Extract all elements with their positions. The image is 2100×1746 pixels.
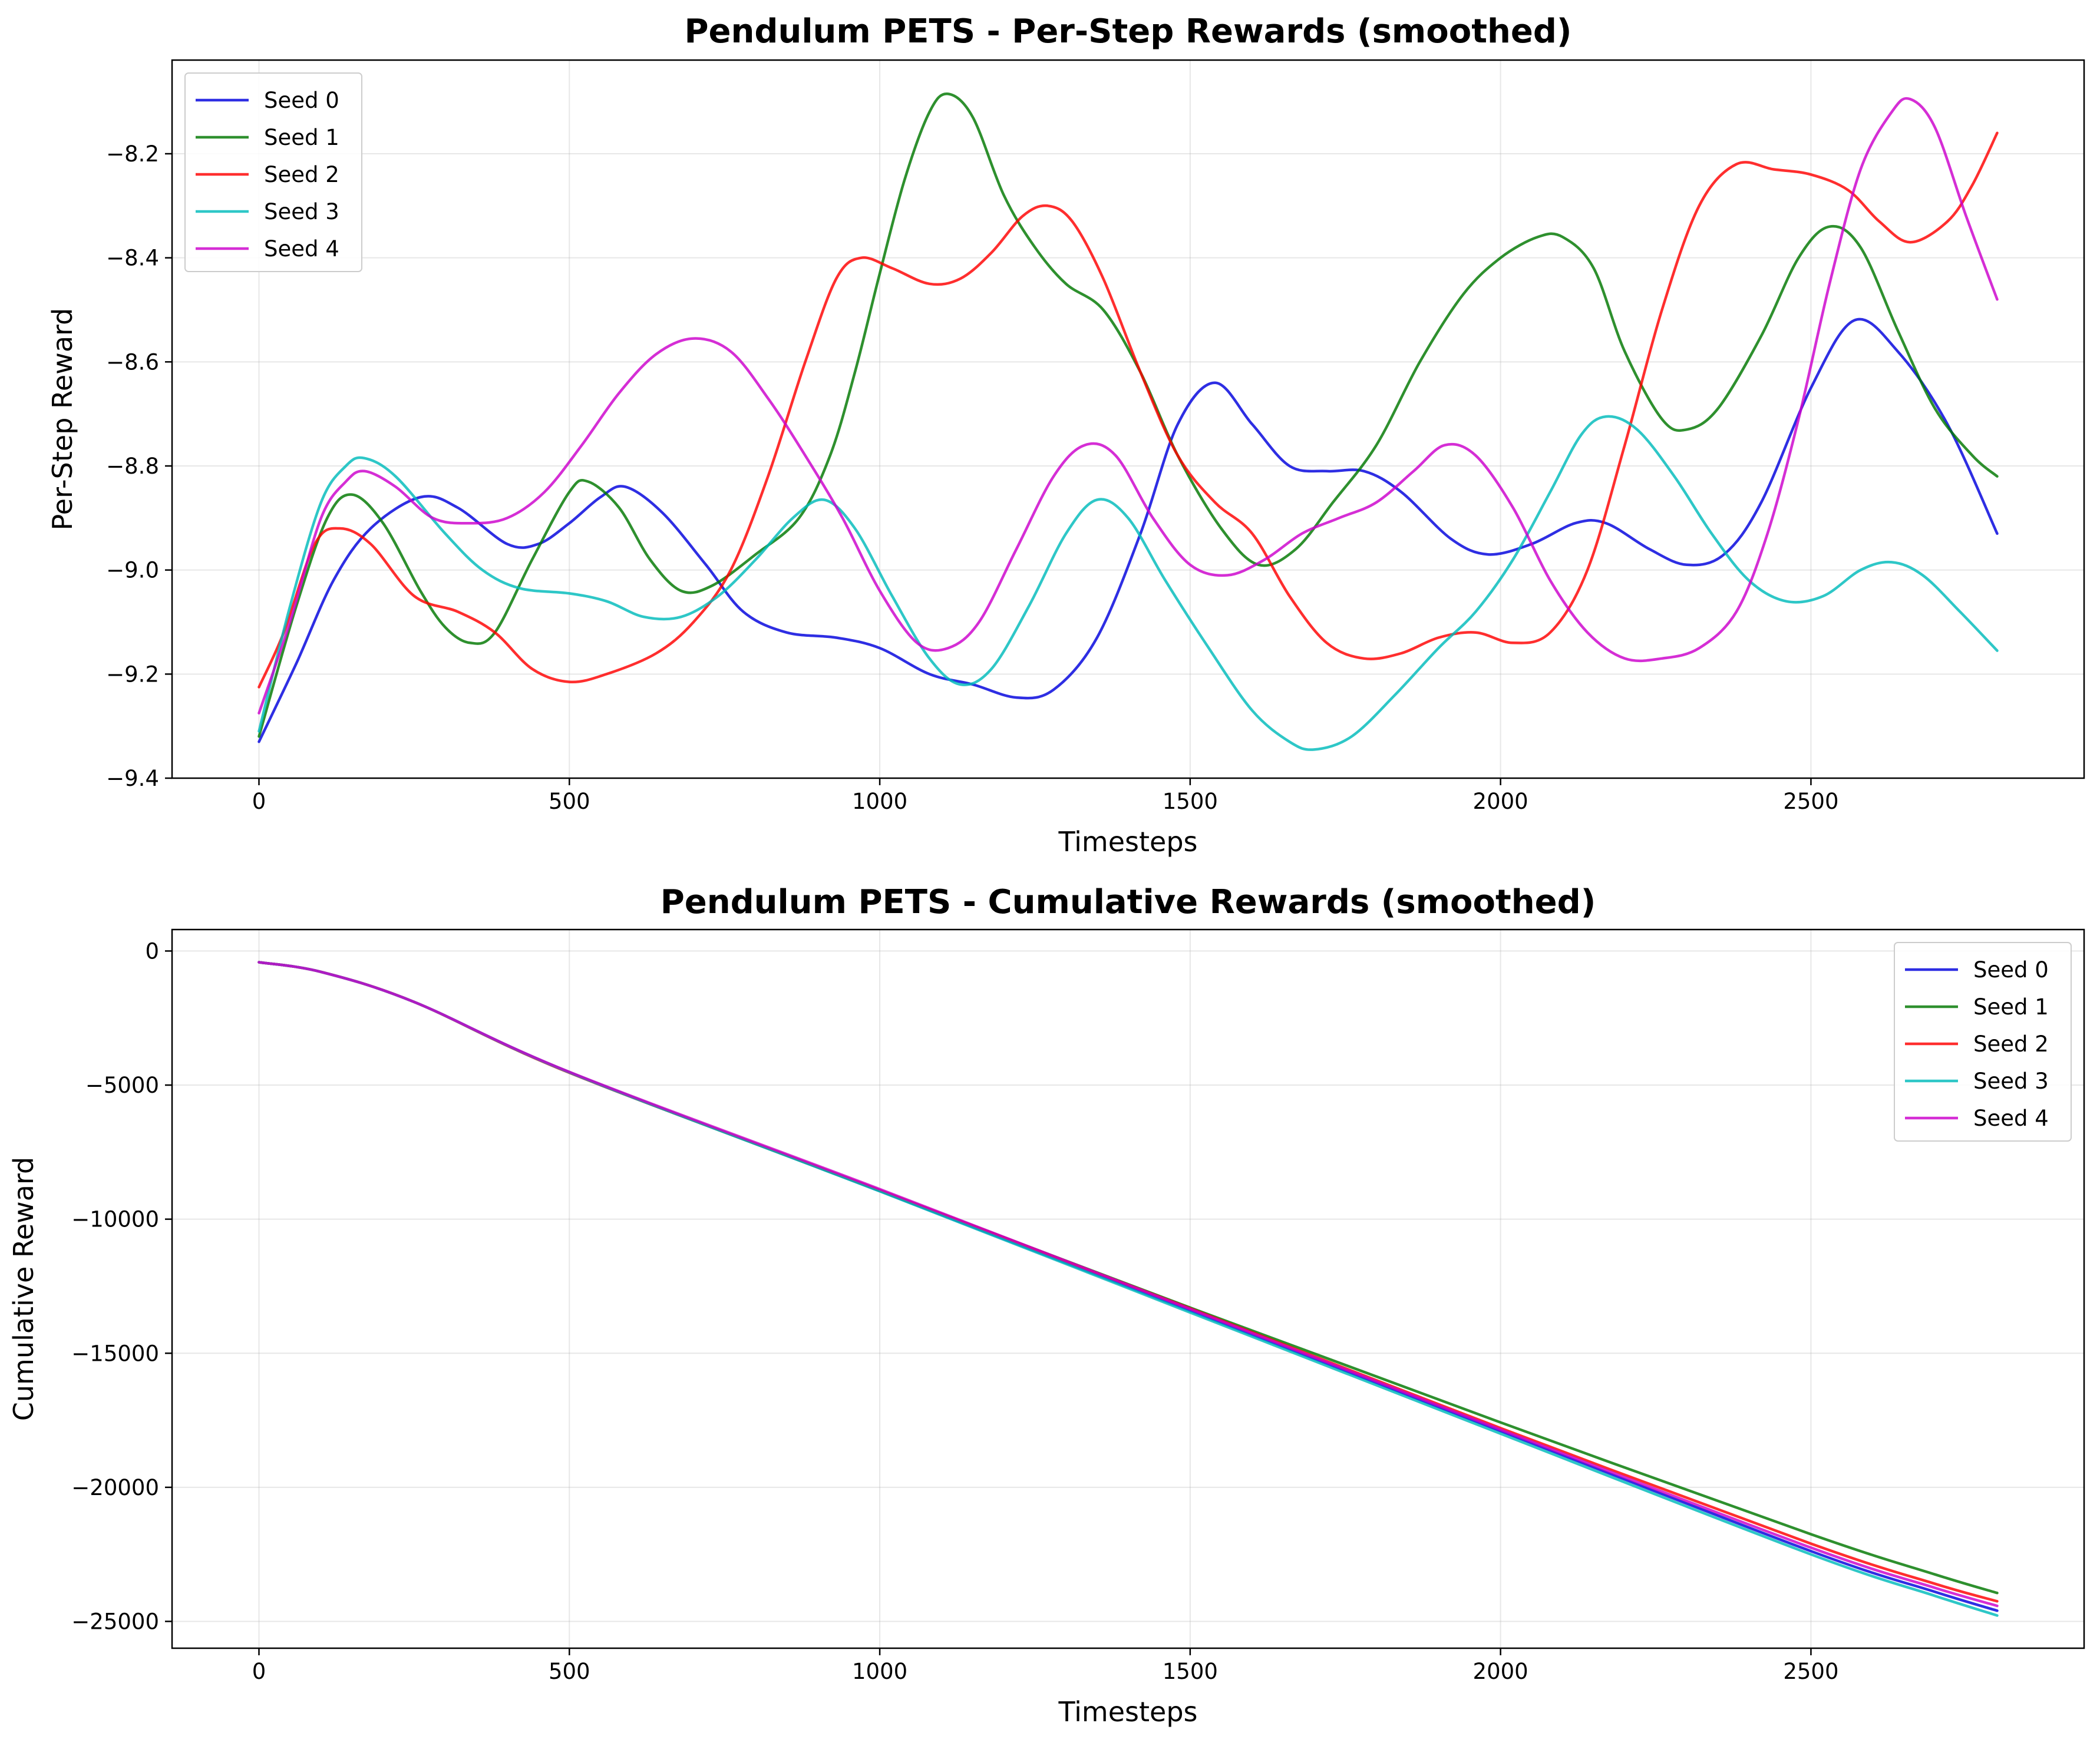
cumulative-legend: Seed 0 Seed 1 Seed 2 Seed 3 Seed 4 — [1894, 942, 2072, 1142]
per-step-y-tick-label: −9.4 — [106, 766, 159, 791]
cumulative-series — [257, 961, 1999, 1617]
per-step-legend-label: Seed 2 — [264, 162, 339, 187]
cumulative-legend-label: Seed 4 — [1973, 1106, 2049, 1131]
cumulative-series-line-seed-2 — [257, 961, 1999, 1603]
cumulative-y-tick-label: −5000 — [85, 1073, 159, 1098]
per-step-x-tick-label: 1000 — [852, 789, 907, 814]
cumulative-y-tick-label: −20000 — [71, 1475, 159, 1500]
per-step-x-tick-label: 2000 — [1473, 789, 1528, 814]
cumulative-plot-frame — [171, 928, 2085, 1649]
cumulative-y-tick-label: −10000 — [71, 1207, 159, 1232]
cumulative-x-tick-label: 2500 — [1783, 1659, 1838, 1684]
per-step-legend-label: Seed 0 — [264, 88, 339, 113]
per-step-series — [257, 92, 1999, 751]
per-step-y-tick-label: −9.2 — [106, 662, 159, 687]
per-step-x-tick-label: 500 — [549, 789, 590, 814]
cumulative-ticks: 0 500 1000 1500 2000 2500 0 −5000 −10000 −15000 −2… — [71, 938, 1838, 1684]
per-step-y-tick-label: −9.0 — [106, 558, 159, 583]
cumulative-chart-title: Pendulum PETS - Cumulative Rewards (smoo… — [661, 883, 1596, 921]
per-step-series-line-seed-3 — [257, 415, 1999, 751]
per-step-y-axis-label: Per-Step Reward — [47, 308, 78, 531]
per-step-legend-label: Seed 4 — [264, 236, 339, 262]
cumulative-y-tick-label: −15000 — [71, 1341, 159, 1366]
per-step-series-line-seed-2 — [257, 131, 1999, 689]
per-step-y-tick-label: −8.2 — [106, 141, 159, 167]
per-step-legend-label: Seed 1 — [264, 125, 339, 150]
cumulative-x-tick-label: 0 — [252, 1659, 266, 1684]
cumulative-x-tick-label: 2000 — [1473, 1659, 1528, 1684]
cumulative-y-tick-label: 0 — [145, 938, 159, 964]
cumulative-y-tick-label: −25000 — [71, 1609, 159, 1634]
cumulative-x-tick-label: 1000 — [852, 1659, 907, 1684]
cumulative-rewards-chart: Pendulum PETS - Cumulative Rewards (smoo… — [8, 883, 2085, 1728]
per-step-x-tick-label: 0 — [252, 789, 266, 814]
cumulative-legend-label: Seed 2 — [1973, 1031, 2049, 1057]
per-step-legend-label: Seed 3 — [264, 199, 339, 224]
cumulative-x-axis-label: Timesteps — [1058, 1696, 1197, 1728]
per-step-plot-frame — [171, 59, 2085, 779]
per-step-series-line-seed-1 — [257, 92, 1999, 738]
per-step-x-tick-label: 1500 — [1163, 789, 1218, 814]
cumulative-y-axis-label: Cumulative Reward — [8, 1157, 39, 1421]
per-step-legend: Seed 0 Seed 1 Seed 2 Seed 3 Seed 4 — [184, 72, 362, 272]
per-step-rewards-chart: Pendulum PETS - Per-Step Rewards (smooth… — [47, 12, 2085, 858]
per-step-chart-title: Pendulum PETS - Per-Step Rewards (smooth… — [684, 12, 1571, 51]
per-step-y-tick-label: −8.6 — [106, 349, 159, 375]
per-step-y-tick-label: −8.4 — [106, 246, 159, 271]
cumulative-series-line-seed-3 — [257, 961, 1999, 1617]
cumulative-series-line-seed-4 — [257, 961, 1999, 1608]
cumulative-x-tick-label: 1500 — [1163, 1659, 1218, 1684]
per-step-x-tick-label: 2500 — [1783, 789, 1838, 814]
cumulative-series-line-seed-0 — [257, 961, 1999, 1612]
cumulative-series-line-seed-1 — [257, 961, 1999, 1595]
cumulative-legend-label: Seed 0 — [1973, 957, 2049, 983]
cumulative-x-tick-label: 500 — [549, 1659, 590, 1684]
per-step-x-axis-label: Timesteps — [1058, 826, 1197, 858]
cumulative-grid — [172, 930, 2084, 1648]
per-step-ticks: 0 500 1000 1500 2000 2500 −9.4 −9.2 −9.0 −8.8 −8.6… — [106, 141, 1838, 814]
per-step-series-line-seed-4 — [257, 97, 1999, 715]
per-step-legend-box — [184, 72, 362, 272]
per-step-y-tick-label: −8.8 — [106, 454, 159, 479]
per-step-series-line-seed-0 — [257, 318, 1999, 743]
cumulative-legend-label: Seed 1 — [1973, 994, 2049, 1020]
cumulative-legend-label: Seed 3 — [1973, 1069, 2049, 1094]
cumulative-legend-box — [1894, 942, 2072, 1142]
